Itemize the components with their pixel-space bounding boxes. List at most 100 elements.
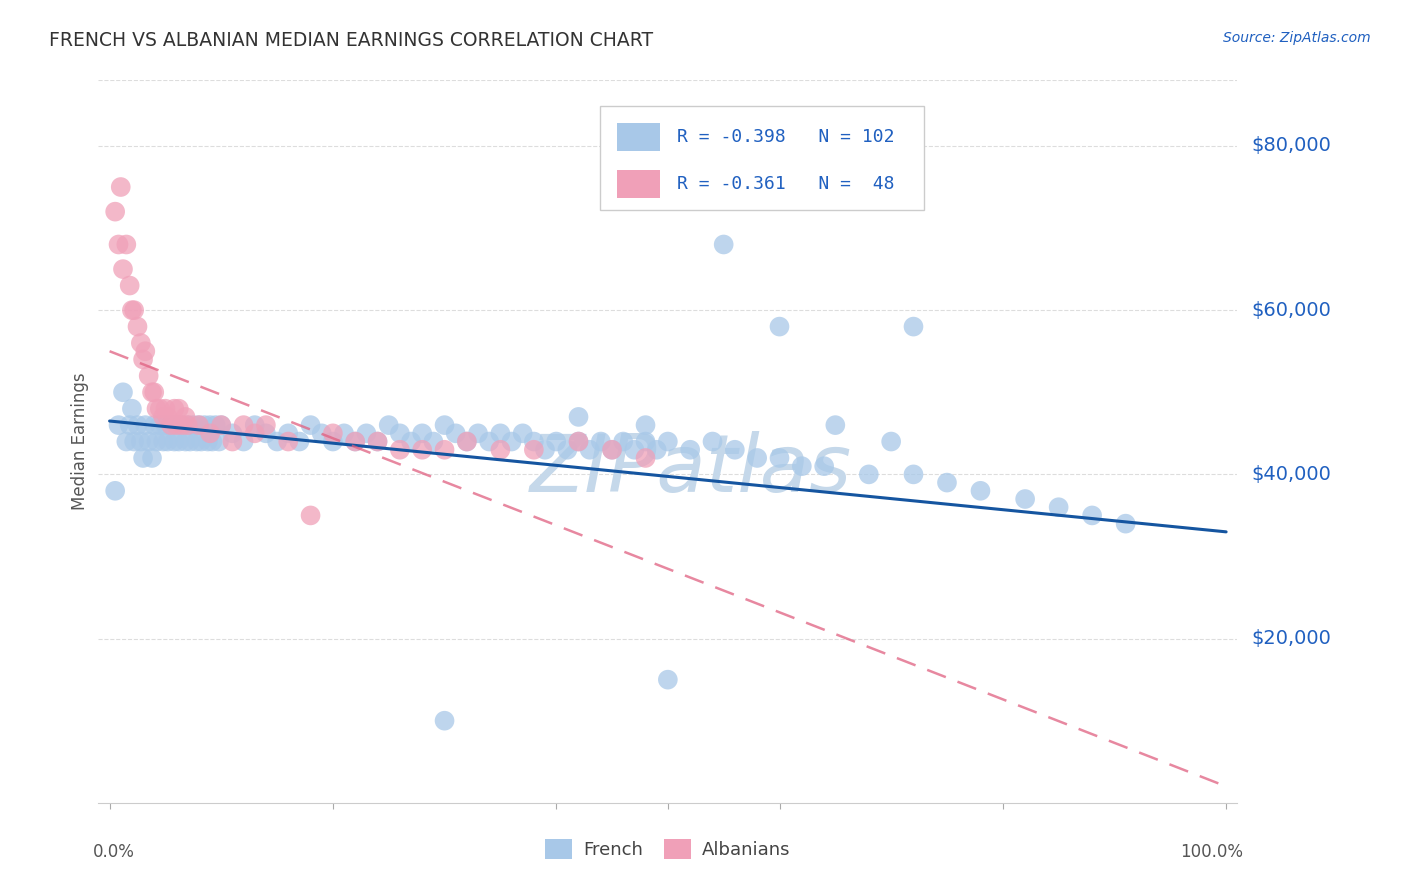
Point: [155, 418, 177, 433]
Point: [344, 434, 367, 449]
Point: [299, 418, 322, 433]
Point: [232, 418, 254, 433]
Point: [141, 385, 163, 400]
Point: [512, 426, 534, 441]
Point: [243, 426, 266, 441]
Point: [145, 401, 167, 416]
Point: [167, 434, 190, 449]
Point: [174, 434, 197, 449]
Point: [221, 426, 243, 441]
Point: [489, 442, 512, 457]
Point: [367, 434, 389, 449]
Point: [190, 434, 212, 449]
Point: [600, 442, 623, 457]
Y-axis label: Median Earnings: Median Earnings: [70, 373, 89, 510]
Point: [132, 352, 155, 367]
Point: [333, 426, 356, 441]
Point: [143, 418, 166, 433]
Point: [163, 401, 186, 416]
Point: [209, 418, 232, 433]
Point: [679, 442, 702, 457]
Point: [433, 442, 456, 457]
Point: [197, 434, 219, 449]
Point: [299, 508, 322, 523]
Point: [254, 426, 277, 441]
Point: [127, 319, 149, 334]
Point: [702, 434, 724, 449]
Text: 0.0%: 0.0%: [93, 843, 135, 861]
Point: [107, 237, 129, 252]
Point: [411, 442, 433, 457]
Point: [1115, 516, 1137, 531]
Point: [129, 336, 152, 351]
Point: [489, 426, 512, 441]
Text: $80,000: $80,000: [1251, 136, 1331, 155]
Point: [322, 434, 344, 449]
Point: [167, 401, 190, 416]
Point: [768, 450, 790, 465]
Point: [567, 434, 589, 449]
Point: [724, 442, 747, 457]
Point: [198, 418, 221, 433]
Point: [174, 409, 197, 424]
Point: [824, 418, 846, 433]
Point: [187, 418, 209, 433]
Point: [433, 418, 456, 433]
Point: [209, 418, 232, 433]
Point: [634, 450, 657, 465]
Point: [115, 237, 138, 252]
Point: [557, 442, 579, 457]
Point: [612, 434, 634, 449]
FancyBboxPatch shape: [599, 105, 924, 211]
Point: [634, 434, 657, 449]
Point: [160, 418, 183, 433]
Point: [433, 714, 456, 728]
Point: [138, 434, 160, 449]
Point: [201, 434, 224, 449]
Point: [134, 418, 156, 433]
Point: [790, 459, 813, 474]
Point: [152, 409, 174, 424]
Point: [118, 418, 141, 433]
Point: [277, 434, 299, 449]
Point: [456, 434, 478, 449]
Point: [254, 418, 277, 433]
Point: [193, 418, 215, 433]
Point: [208, 434, 231, 449]
Point: [578, 442, 600, 457]
Point: [138, 368, 160, 383]
Point: [411, 426, 433, 441]
Point: [152, 434, 174, 449]
Point: [546, 434, 568, 449]
Point: [115, 434, 138, 449]
Point: [134, 344, 156, 359]
Text: $20,000: $20,000: [1251, 629, 1331, 648]
Point: [858, 467, 880, 482]
Point: [657, 434, 679, 449]
Point: [523, 434, 546, 449]
Point: [377, 418, 399, 433]
Text: $40,000: $40,000: [1251, 465, 1331, 483]
Point: [177, 418, 200, 433]
Point: [149, 401, 172, 416]
Text: Source: ZipAtlas.com: Source: ZipAtlas.com: [1223, 31, 1371, 45]
Point: [388, 442, 411, 457]
Point: [155, 401, 177, 416]
Point: [111, 385, 134, 400]
Point: [266, 434, 288, 449]
Point: [172, 418, 194, 433]
Point: [129, 434, 152, 449]
Point: [127, 418, 149, 433]
Point: [1081, 508, 1104, 523]
Point: [399, 434, 422, 449]
Point: [204, 418, 226, 433]
Point: [367, 434, 389, 449]
Point: [623, 442, 645, 457]
Point: [277, 426, 299, 441]
Point: [156, 434, 179, 449]
Point: [122, 303, 145, 318]
Point: [177, 418, 200, 433]
Point: [288, 434, 311, 449]
Point: [534, 442, 557, 457]
FancyBboxPatch shape: [617, 170, 659, 198]
